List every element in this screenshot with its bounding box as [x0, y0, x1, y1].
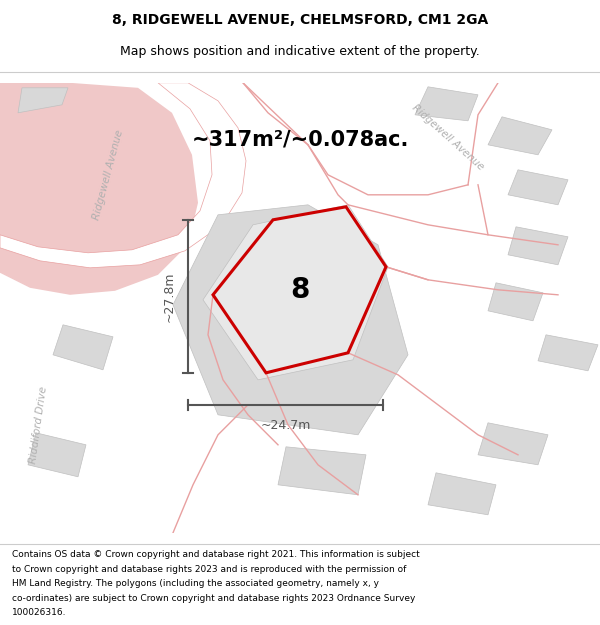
Polygon shape — [508, 227, 568, 265]
Text: 8, RIDGEWELL AVENUE, CHELMSFORD, CM1 2GA: 8, RIDGEWELL AVENUE, CHELMSFORD, CM1 2GA — [112, 13, 488, 27]
Text: Contains OS data © Crown copyright and database right 2021. This information is : Contains OS data © Crown copyright and d… — [12, 550, 420, 559]
Polygon shape — [53, 325, 113, 370]
Polygon shape — [415, 87, 478, 121]
Text: co-ordinates) are subject to Crown copyright and database rights 2023 Ordnance S: co-ordinates) are subject to Crown copyr… — [12, 594, 415, 602]
Text: HM Land Registry. The polygons (including the associated geometry, namely x, y: HM Land Registry. The polygons (includin… — [12, 579, 379, 588]
Polygon shape — [28, 432, 86, 477]
Polygon shape — [0, 82, 198, 295]
Polygon shape — [538, 335, 598, 371]
Text: Ridgewell Avenue: Ridgewell Avenue — [410, 103, 486, 172]
Text: Map shows position and indicative extent of the property.: Map shows position and indicative extent… — [120, 45, 480, 58]
Text: ~317m²/~0.078ac.: ~317m²/~0.078ac. — [191, 130, 409, 150]
Polygon shape — [278, 447, 366, 495]
Text: to Crown copyright and database rights 2023 and is reproduced with the permissio: to Crown copyright and database rights 2… — [12, 565, 406, 574]
Polygon shape — [428, 472, 496, 515]
Text: 100026316.: 100026316. — [12, 608, 67, 617]
Text: Ridgewell Avenue: Ridgewell Avenue — [91, 129, 125, 221]
Polygon shape — [508, 170, 568, 205]
Polygon shape — [488, 282, 543, 321]
Text: ~27.8m: ~27.8m — [163, 271, 176, 321]
Polygon shape — [478, 422, 548, 465]
Polygon shape — [488, 117, 552, 155]
Text: ~24.7m: ~24.7m — [260, 419, 311, 432]
Polygon shape — [173, 205, 408, 435]
Text: Riddiford Drive: Riddiford Drive — [28, 386, 49, 464]
Polygon shape — [203, 205, 388, 380]
Text: 8: 8 — [290, 276, 310, 304]
Polygon shape — [18, 88, 68, 112]
Polygon shape — [0, 82, 246, 268]
